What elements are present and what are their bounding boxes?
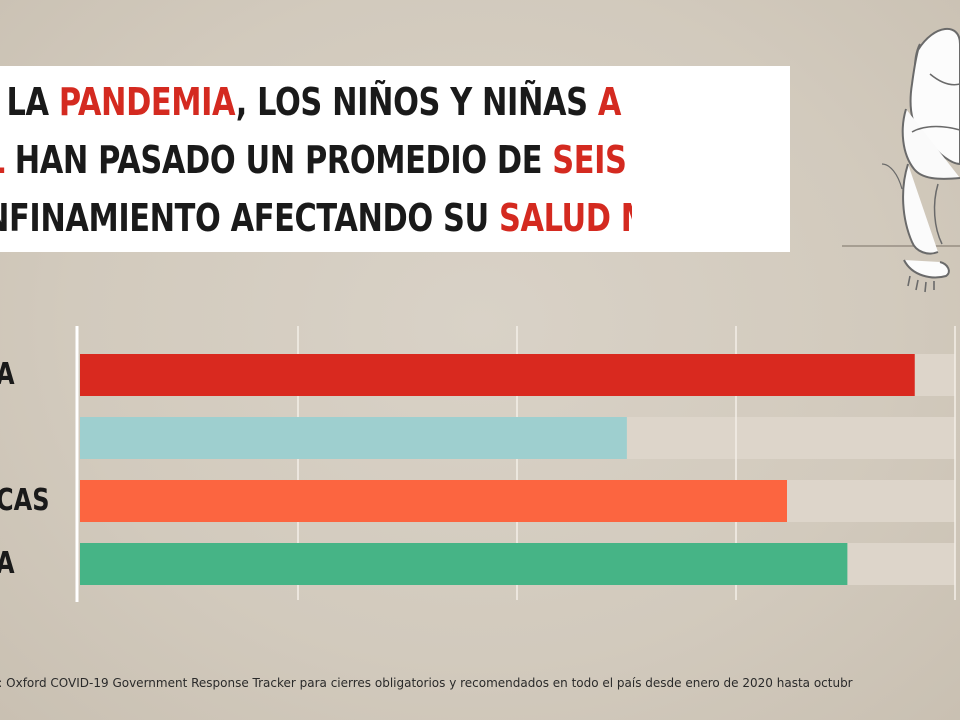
child-illustration — [842, 27, 960, 293]
bar — [80, 354, 915, 396]
headline-highlight: L — [0, 138, 5, 182]
headline-text: , LOS NIÑOS Y NIÑAS — [235, 80, 598, 124]
source-note: tos: Oxford COVID-19 Government Response… — [0, 672, 960, 696]
headline-line-1: O A LA PANDEMIA, LOS NIÑOS Y NIÑAS A NIV… — [0, 74, 632, 136]
headline-box: O A LA PANDEMIA, LOS NIÑOS Y NIÑAS A NIV… — [0, 66, 790, 252]
category-label: A — [0, 546, 15, 581]
headline-text: HAN PASADO UN PROMEDIO DE — [4, 138, 553, 182]
source-text: tos: Oxford COVID-19 Government Response… — [0, 676, 853, 690]
headline-text: O A LA — [0, 80, 49, 124]
headline-line-3: NFINAMIENTO AFECTANDO SU SALUD MENTAL. — [0, 190, 632, 252]
headline-highlight: SALUD MENTAL. — [498, 196, 632, 240]
headline-text: NFINAMIENTO AFECTANDO SU — [0, 196, 499, 240]
bar-chart — [75, 326, 956, 602]
headline-line-2: L HAN PASADO UN PROMEDIO DE SEIS MESES — [0, 132, 632, 194]
bar — [80, 543, 848, 585]
bar — [80, 480, 787, 522]
category-label: A — [0, 357, 15, 392]
headline-highlight: PANDEMIA — [58, 80, 236, 124]
category-label: CAS — [0, 483, 50, 518]
headline-highlight: A NIVEL — [597, 80, 632, 124]
bar — [80, 417, 627, 459]
headline-highlight: SEIS MESES — [552, 138, 632, 182]
